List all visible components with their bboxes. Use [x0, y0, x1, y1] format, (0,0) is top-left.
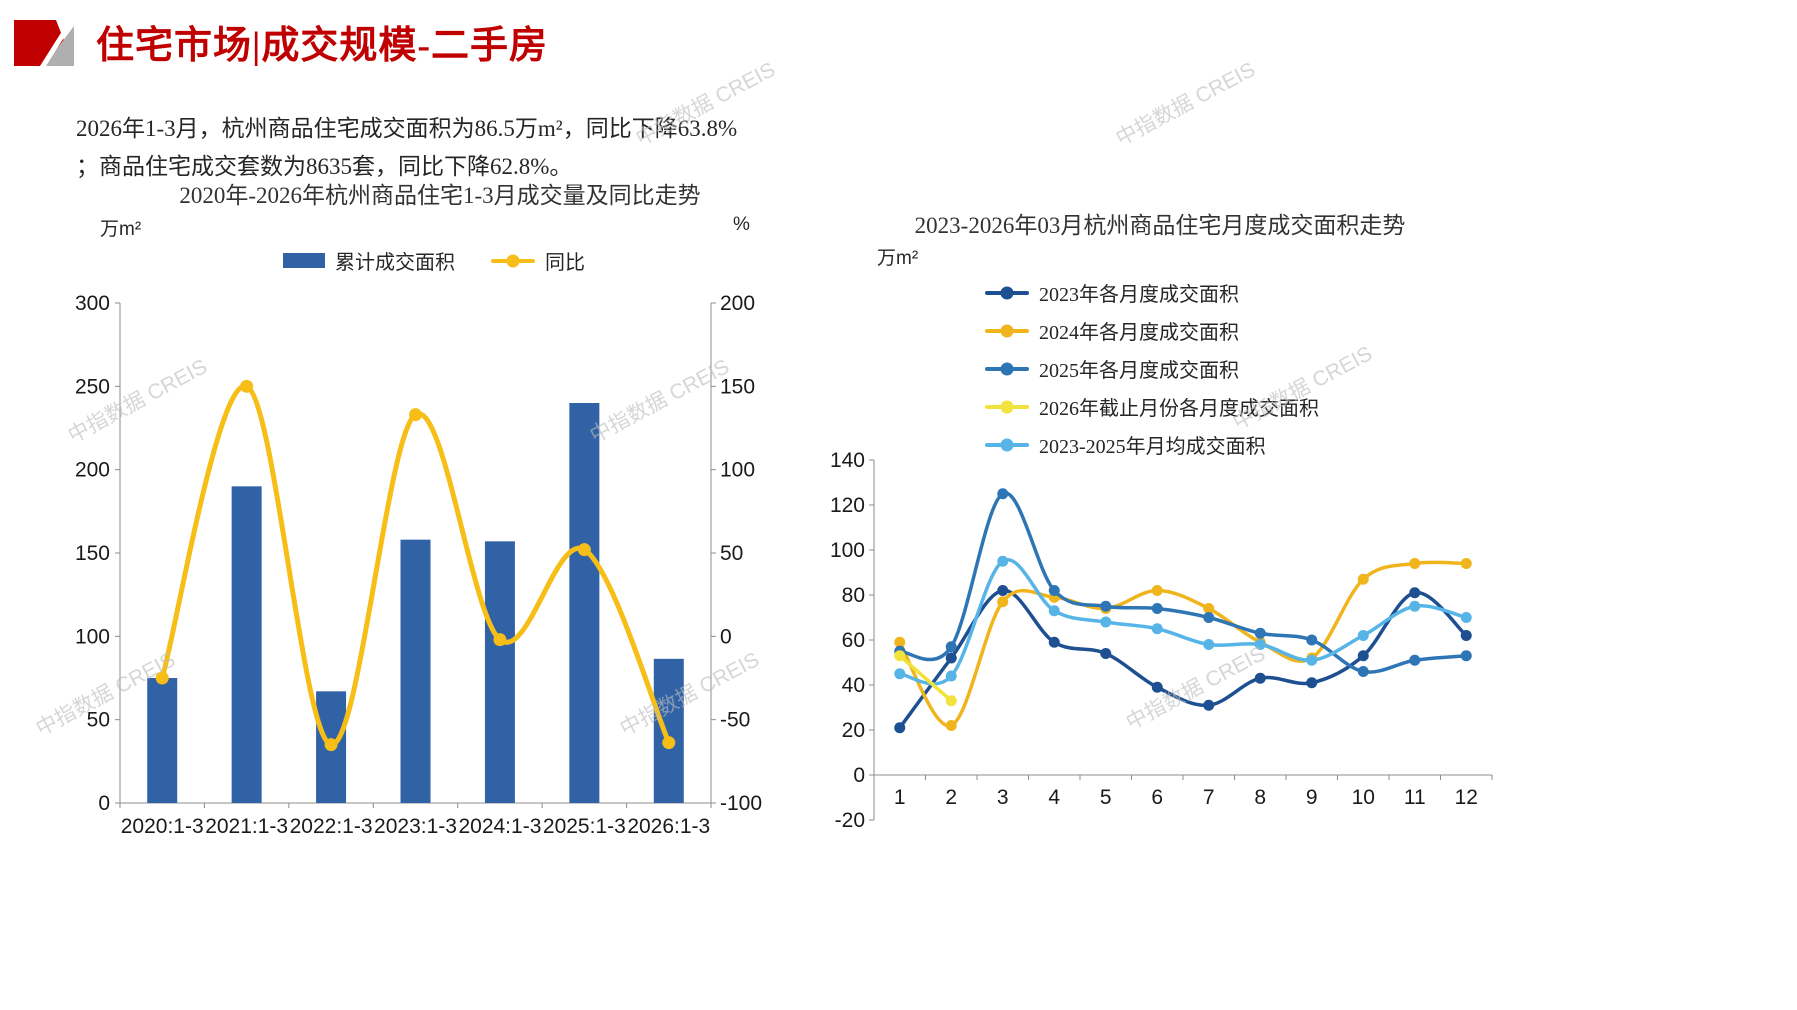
svg-text:8: 8 [1254, 786, 1266, 809]
line-swatch-icon [985, 400, 1029, 413]
svg-text:0: 0 [853, 764, 865, 787]
svg-text:12: 12 [1455, 786, 1478, 809]
svg-text:80: 80 [842, 584, 865, 607]
legend-label: 同比 [545, 252, 585, 274]
svg-text:11: 11 [1404, 786, 1426, 809]
bar-swatch-icon [283, 253, 325, 268]
line-swatch-icon [985, 324, 1029, 337]
legend-item-bar: 累计成交面积 [283, 246, 455, 275]
svg-text:5: 5 [1100, 786, 1112, 809]
legend-item-2023: 2023年各月度成交面积 [985, 278, 1319, 307]
series-line [898, 654, 953, 703]
legend-item-2026: 2026年截止月份各月度成交面积 [985, 392, 1319, 421]
svg-text:2023:1-3: 2023:1-3 [374, 815, 457, 838]
svg-text:140: 140 [830, 449, 865, 472]
svg-text:0: 0 [98, 792, 110, 815]
summary-text: 2026年1-3月，杭州商品住宅成交面积为86.5万m²，同比下降63.8% ；… [76, 110, 737, 186]
svg-text:200: 200 [720, 292, 755, 315]
bar-series [147, 403, 684, 803]
legend-item-line: 同比 [491, 246, 585, 275]
svg-text:100: 100 [720, 459, 755, 482]
line-chart-title: 2023-2026年03月杭州商品住宅月度成交面积走势 [914, 213, 1406, 238]
legend-label: 2023年各月度成交面积 [1039, 284, 1239, 306]
legend-item-avg: 2023-2025年月均成交面积 [985, 430, 1319, 459]
summary-line-1: 2026年1-3月，杭州商品住宅成交面积为86.5万m²，同比下降63.8% [76, 116, 738, 141]
svg-text:-50: -50 [720, 709, 750, 732]
svg-text:60: 60 [842, 629, 865, 652]
svg-text:2: 2 [945, 786, 957, 809]
svg-text:50: 50 [87, 709, 110, 732]
svg-text:150: 150 [75, 542, 110, 565]
legend-item-2025: 2025年各月度成交面积 [985, 354, 1319, 383]
line-swatch-icon [491, 254, 535, 267]
svg-text:1: 1 [894, 786, 906, 809]
svg-text:3: 3 [997, 786, 1009, 809]
line-swatch-icon [985, 438, 1029, 451]
svg-text:150: 150 [720, 375, 755, 398]
legend-label: 2026年截止月份各月度成交面积 [1039, 398, 1319, 420]
svg-text:100: 100 [830, 539, 865, 562]
svg-text:2021:1-3: 2021:1-3 [205, 815, 288, 838]
legend-item-2024: 2024年各月度成交面积 [985, 316, 1319, 345]
svg-text:120: 120 [830, 494, 865, 517]
svg-text:300: 300 [75, 292, 110, 315]
svg-text:10: 10 [1352, 786, 1375, 809]
line-swatch-icon [985, 286, 1029, 299]
line-chart-axis-unit: 万m² [877, 248, 919, 269]
svg-text:2020:1-3: 2020:1-3 [121, 815, 204, 838]
combo-left-axis-unit: 万m² [100, 219, 142, 240]
brand-logo-icon [14, 20, 76, 66]
svg-text:250: 250 [75, 375, 110, 398]
svg-text:40: 40 [842, 674, 865, 697]
line-chart-legend: 2023年各月度成交面积 2024年各月度成交面积 2025年各月度成交面积 2… [985, 278, 1319, 459]
svg-text:2025:1-3: 2025:1-3 [543, 815, 626, 838]
legend-label: 累计成交面积 [335, 252, 455, 274]
svg-text:100: 100 [75, 625, 110, 648]
svg-text:-20: -20 [835, 809, 865, 832]
svg-text:4: 4 [1048, 786, 1060, 809]
svg-text:0: 0 [720, 625, 732, 648]
svg-text:2026:1-3: 2026:1-3 [627, 815, 710, 838]
combo-right-axis-unit: % [733, 214, 750, 235]
summary-line-2: ；商品住宅成交套数为8635套，同比下降62.8%。 [76, 153, 573, 179]
combo-chart-legend: 累计成交面积 同比 [283, 246, 585, 275]
legend-label: 2025年各月度成交面积 [1039, 360, 1239, 382]
svg-text:-100: -100 [720, 792, 762, 815]
watermark: 中指数据 CREIS [1112, 58, 1260, 151]
page-title: 住宅市场|成交规模-二手房 [96, 25, 549, 67]
series-line [898, 588, 1468, 729]
svg-text:6: 6 [1151, 786, 1163, 809]
svg-text:9: 9 [1306, 786, 1318, 809]
svg-text:2022:1-3: 2022:1-3 [290, 815, 373, 838]
line-swatch-icon [985, 362, 1029, 375]
series-line [899, 558, 1467, 686]
svg-text:7: 7 [1203, 786, 1215, 809]
legend-label: 2024年各月度成交面积 [1039, 322, 1239, 344]
combo-chart-title: 2020年-2026年杭州商品住宅1-3月成交量及同比走势 [179, 183, 701, 208]
svg-text:20: 20 [842, 719, 865, 742]
svg-text:200: 200 [75, 459, 110, 482]
legend-label: 2023-2025年月均成交面积 [1039, 436, 1266, 458]
combo-chart-svg: 0 50 100 150 200 250 300 -100 -50 0 50 100 150 200 202… [75, 292, 762, 838]
svg-text:50: 50 [720, 542, 743, 565]
svg-text:2024:1-3: 2024:1-3 [458, 815, 541, 838]
